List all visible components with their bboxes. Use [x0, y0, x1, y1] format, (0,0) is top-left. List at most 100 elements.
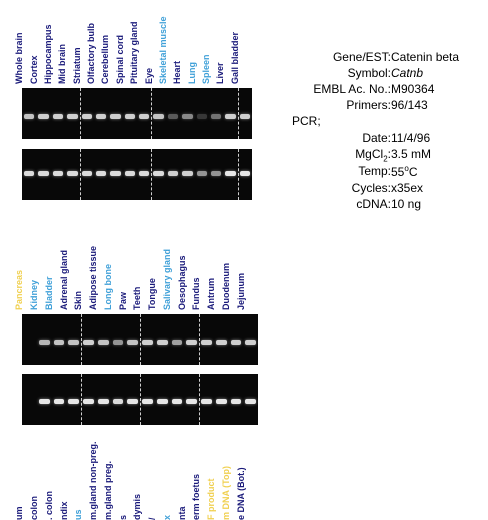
gel-band	[96, 171, 106, 176]
gel-band	[186, 340, 197, 345]
lane-label: m.gland preg.	[104, 461, 113, 520]
lane-label: Kidney	[30, 280, 39, 310]
mgcl-value: 3.5 mM	[391, 147, 431, 161]
lane-label: Adipose tissue	[89, 246, 98, 310]
date-value: 11/4/96	[391, 131, 430, 145]
lane-label: nta	[178, 507, 187, 520]
lane-label: s	[119, 515, 128, 520]
gel-band	[38, 171, 48, 176]
lane-label: Skeletal muscle	[159, 16, 168, 84]
lane-label: Cerebellum	[101, 35, 110, 84]
gene-value: Catenin beta	[391, 50, 459, 64]
lane-label: Olfactory bulb	[87, 23, 96, 84]
lane-label: Pancreas	[15, 270, 24, 310]
lane-label: Fundus	[192, 278, 201, 311]
pcr-row: PCR;	[292, 114, 321, 128]
gel-band	[113, 399, 124, 404]
lane-divider	[140, 314, 141, 365]
gel-band	[225, 171, 235, 176]
gel-band	[54, 399, 65, 404]
gel-band	[216, 399, 227, 404]
gel-band	[240, 171, 250, 176]
lane-divider	[199, 374, 200, 425]
gel-band	[96, 114, 106, 119]
primers-value: 96/143	[391, 98, 428, 112]
lane-divider	[151, 88, 152, 139]
gel-band	[67, 114, 77, 119]
gel-band	[225, 114, 235, 119]
gel-band	[157, 399, 168, 404]
gel-band	[125, 171, 135, 176]
lane-label: Spinal cord	[116, 35, 125, 84]
gel-band	[139, 114, 149, 119]
lane-label: Duodenum	[222, 263, 231, 310]
gel-band	[142, 399, 153, 404]
gel-band	[125, 114, 135, 119]
lane-label: dymis	[133, 494, 142, 520]
lane-divider	[238, 88, 239, 139]
gel-band	[197, 114, 207, 119]
gel-band	[53, 171, 63, 176]
lane-label: Salivary gland	[163, 249, 172, 310]
gel-band	[68, 399, 79, 404]
lane-label: Long bone	[104, 264, 113, 310]
symbol-value: Catnb	[391, 66, 423, 80]
gene-key: Gene/EST:	[288, 50, 391, 64]
lane-label: F product	[207, 479, 216, 520]
gel-band	[182, 114, 192, 119]
gel-band	[182, 171, 192, 176]
panel1-gel-top	[22, 88, 252, 139]
lane-divider	[81, 314, 82, 365]
lane-label: Liver	[216, 62, 225, 84]
lane-divider	[151, 149, 152, 200]
lane-label: m.gland non-preg.	[89, 442, 98, 520]
panel2-gel-bottom	[22, 374, 258, 425]
lane-label: Striatum	[73, 47, 82, 84]
gel-band	[113, 340, 124, 345]
gel-band	[83, 340, 94, 345]
gel-band	[142, 340, 153, 345]
gel-band	[231, 340, 242, 345]
gel-band	[139, 171, 149, 176]
gel-band	[127, 399, 138, 404]
gel-band	[153, 114, 163, 119]
gel-band	[82, 171, 92, 176]
lane-label: Lung	[188, 62, 197, 84]
gel-band	[110, 114, 120, 119]
primers-key: Primers:	[288, 98, 391, 112]
lane-label: Skin	[74, 291, 83, 310]
cdna-value: 10 ng	[391, 197, 421, 211]
gel-band	[245, 399, 256, 404]
lane-label: Eye	[145, 68, 154, 84]
gel-band	[98, 399, 109, 404]
lane-label: Whole brain	[15, 33, 24, 85]
lane-label: erm foetus	[192, 474, 201, 520]
lane-label: Teeth	[133, 287, 142, 310]
gel-band	[216, 340, 227, 345]
gel-band	[201, 399, 212, 404]
lane-divider	[238, 149, 239, 200]
gel-band	[211, 114, 221, 119]
gel-band	[211, 171, 221, 176]
date-key: Date:	[288, 131, 391, 145]
gel-band	[39, 399, 50, 404]
lane-label: Mid brain	[58, 44, 67, 84]
gel-band	[98, 340, 109, 345]
lane-label: Paw	[119, 292, 128, 310]
lane-label: Cortex	[30, 55, 39, 84]
gel-band	[186, 399, 197, 404]
lane-divider	[80, 149, 81, 200]
gel-band	[39, 340, 50, 345]
cycles-key: Cycles:	[288, 181, 391, 195]
gel-band	[53, 114, 63, 119]
lane-divider	[80, 88, 81, 139]
lane-divider	[81, 374, 82, 425]
lane-divider	[199, 314, 200, 365]
gel-band	[157, 340, 168, 345]
lane-label: Gall bladder	[231, 32, 240, 84]
gel-band	[83, 399, 94, 404]
pcr-info-block: Gene/EST: Catenin beta Symbol: Catnb EMB…	[288, 50, 484, 220]
lane-label: um	[15, 507, 24, 520]
lane-label: Hippocampus	[44, 24, 53, 84]
gel-band	[201, 340, 212, 345]
